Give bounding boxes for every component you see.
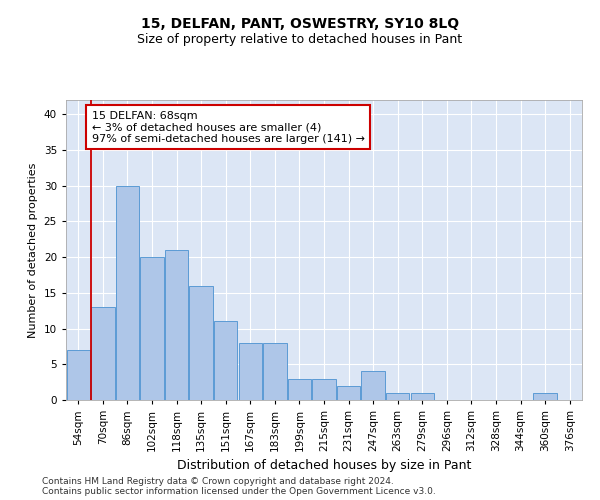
Text: Size of property relative to detached houses in Pant: Size of property relative to detached ho… — [137, 32, 463, 46]
Text: 15, DELFAN, PANT, OSWESTRY, SY10 8LQ: 15, DELFAN, PANT, OSWESTRY, SY10 8LQ — [141, 18, 459, 32]
X-axis label: Distribution of detached houses by size in Pant: Distribution of detached houses by size … — [177, 460, 471, 472]
Bar — [91, 307, 115, 400]
Bar — [361, 372, 385, 400]
Bar — [263, 343, 287, 400]
Bar — [337, 386, 360, 400]
Bar — [239, 343, 262, 400]
Text: Contains public sector information licensed under the Open Government Licence v3: Contains public sector information licen… — [42, 488, 436, 496]
Y-axis label: Number of detached properties: Number of detached properties — [28, 162, 38, 338]
Bar — [67, 350, 90, 400]
Bar — [190, 286, 213, 400]
Bar — [533, 393, 557, 400]
Bar — [288, 378, 311, 400]
Bar — [386, 393, 409, 400]
Bar — [214, 322, 238, 400]
Bar — [165, 250, 188, 400]
Bar — [313, 378, 335, 400]
Text: 15 DELFAN: 68sqm
← 3% of detached houses are smaller (4)
97% of semi-detached ho: 15 DELFAN: 68sqm ← 3% of detached houses… — [92, 110, 365, 144]
Text: Contains HM Land Registry data © Crown copyright and database right 2024.: Contains HM Land Registry data © Crown c… — [42, 478, 394, 486]
Bar — [410, 393, 434, 400]
Bar — [140, 257, 164, 400]
Bar — [116, 186, 139, 400]
